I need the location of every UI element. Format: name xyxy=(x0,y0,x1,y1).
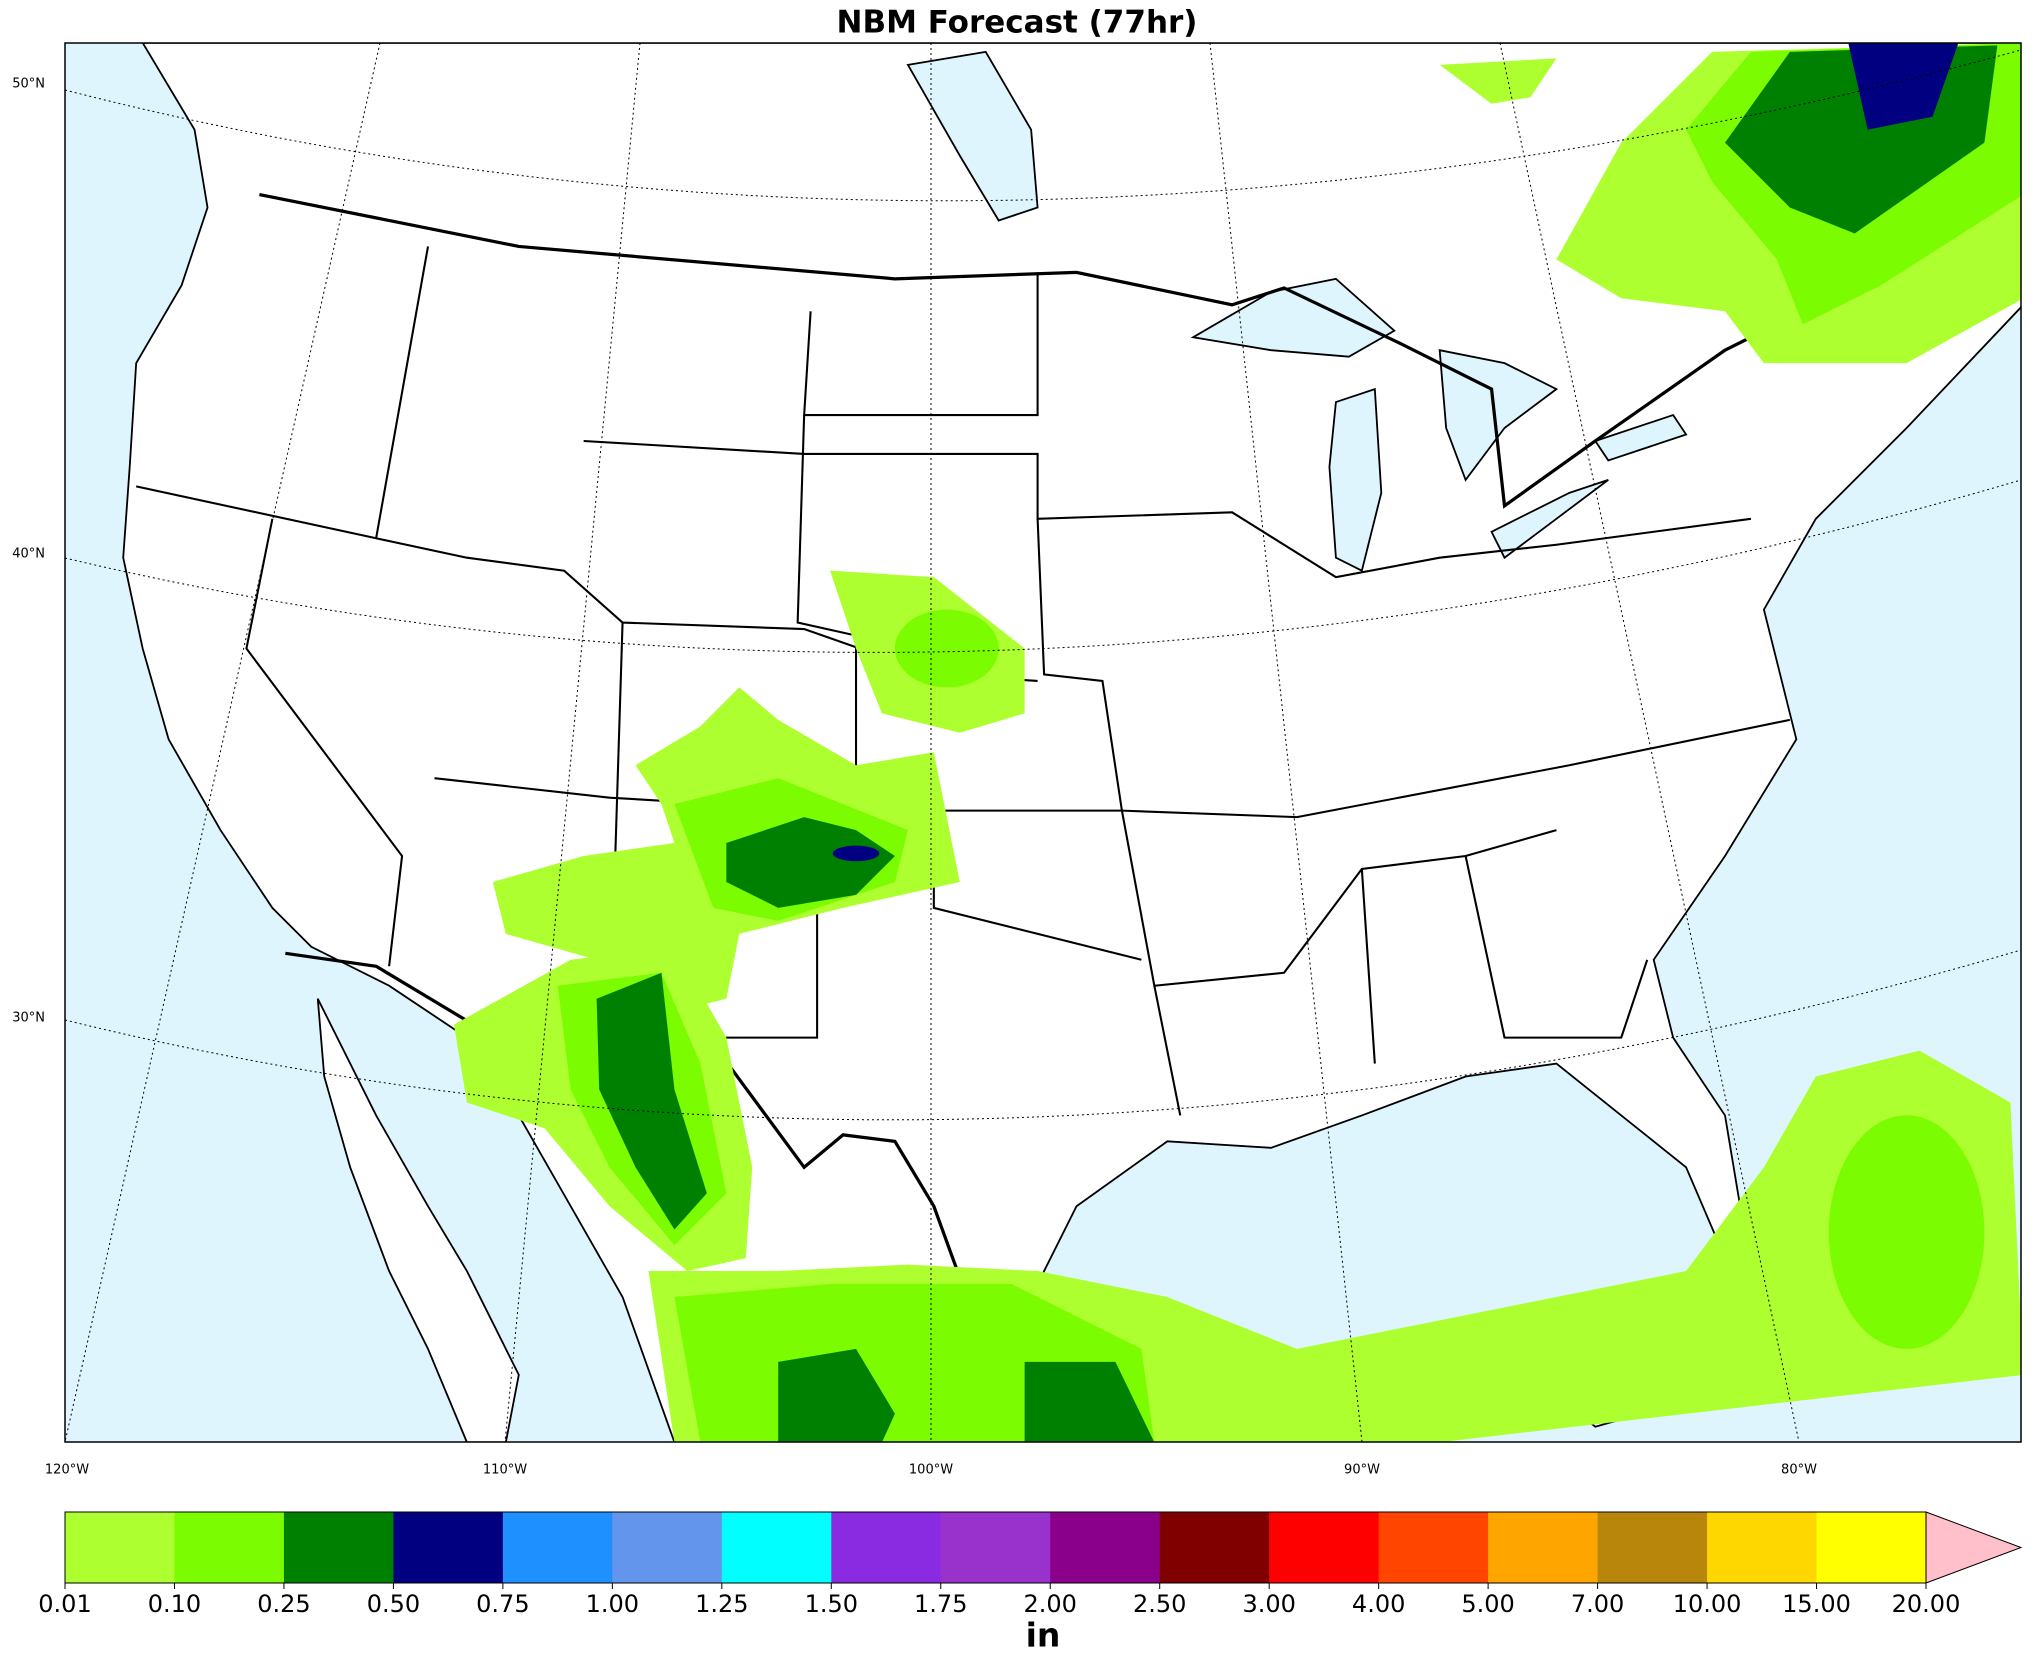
colorbar-swatch xyxy=(831,1512,942,1583)
colorbar-swatch xyxy=(1488,1512,1599,1583)
colorbar-tick-label: 20.00 xyxy=(1892,1590,1961,1618)
colorbar-swatch xyxy=(1159,1512,1270,1583)
latitude-label: 50°N xyxy=(12,77,45,92)
lake-michigan xyxy=(1328,387,1383,572)
colorbar-outline xyxy=(64,1511,1927,1584)
lake-huron xyxy=(1438,349,1559,482)
graticule xyxy=(65,43,2021,1442)
colorbar-tick-label: 15.00 xyxy=(1782,1590,1851,1618)
colorbar-swatch xyxy=(721,1512,832,1583)
colorbar-tick-label: 0.50 xyxy=(367,1590,420,1618)
colorbar-extension xyxy=(1925,1511,2023,1584)
longitude-label: 110°W xyxy=(483,1463,527,1478)
colorbar-swatch xyxy=(1597,1512,1708,1583)
lake-ontario xyxy=(1593,413,1688,462)
colorbar-unit: in xyxy=(1026,1616,1061,1655)
longitude-label: 80°W xyxy=(1781,1463,1817,1478)
longitude-label: 100°W xyxy=(909,1463,953,1478)
colorbar-tick-label: 2.50 xyxy=(1133,1590,1186,1618)
colorbar-swatch xyxy=(1707,1512,1818,1583)
colorbar-swatch xyxy=(1269,1512,1380,1583)
latitude-labels: 50°N 40°N 30°N xyxy=(12,77,45,1026)
colorbar-tick-label: 10.00 xyxy=(1673,1590,1742,1618)
colorbar-swatch xyxy=(940,1512,1051,1583)
colorbar-swatch xyxy=(502,1512,613,1583)
longitude-label: 90°W xyxy=(1344,1463,1380,1478)
colorbar-swatch xyxy=(1378,1512,1489,1583)
colorbar-swatch xyxy=(1816,1512,1927,1583)
colorbar: 0.01 0.10 0.25 0.50 0.75 1.00 1.25 1.50 1.75 2.00… xyxy=(38,1511,2023,1618)
lake-erie xyxy=(1490,479,1609,560)
map-title: NBM Forecast (77hr) xyxy=(837,5,1198,41)
colorbar-tick-label: 1.50 xyxy=(805,1590,858,1618)
colorbar-tick-label: 1.25 xyxy=(695,1590,748,1618)
baja-california xyxy=(316,998,520,1442)
colorbar-swatch xyxy=(612,1512,723,1583)
map-frame xyxy=(64,42,2022,1443)
colorbar-tick-label: 1.00 xyxy=(586,1590,639,1618)
colorbar-tick-label: 1.75 xyxy=(914,1590,967,1618)
colorbar-swatch xyxy=(174,1512,285,1583)
colorbar-swatch xyxy=(1050,1512,1161,1583)
colorbar-tick-label: 0.75 xyxy=(476,1590,529,1618)
colorbar-swatch xyxy=(65,1512,175,1583)
colorbar-tick-label: 0.01 xyxy=(38,1590,91,1618)
colorbar-tick-label: 4.00 xyxy=(1352,1590,1405,1618)
lake-winnipeg xyxy=(906,50,1039,222)
colorbar-tick-label: 2.00 xyxy=(1024,1590,1077,1618)
colorbar-swatch xyxy=(393,1512,504,1583)
colorbar-tick-label: 5.00 xyxy=(1461,1590,1514,1618)
precipitation xyxy=(453,43,2021,1442)
latitude-label: 40°N xyxy=(12,547,45,562)
latitude-label: 30°N xyxy=(12,1011,45,1026)
longitude-labels: 120°W 110°W 100°W 90°W 80°W xyxy=(45,1463,1817,1478)
colorbar-tick-label: 3.00 xyxy=(1242,1590,1295,1618)
colorbar-tick-label: 7.00 xyxy=(1571,1590,1624,1618)
colorbar-swatch xyxy=(283,1512,394,1583)
longitude-label: 120°W xyxy=(45,1463,89,1478)
colorbar-tick-label: 0.25 xyxy=(257,1590,310,1618)
colorbar-tick-label: 0.10 xyxy=(148,1590,201,1618)
map xyxy=(65,43,2021,1442)
